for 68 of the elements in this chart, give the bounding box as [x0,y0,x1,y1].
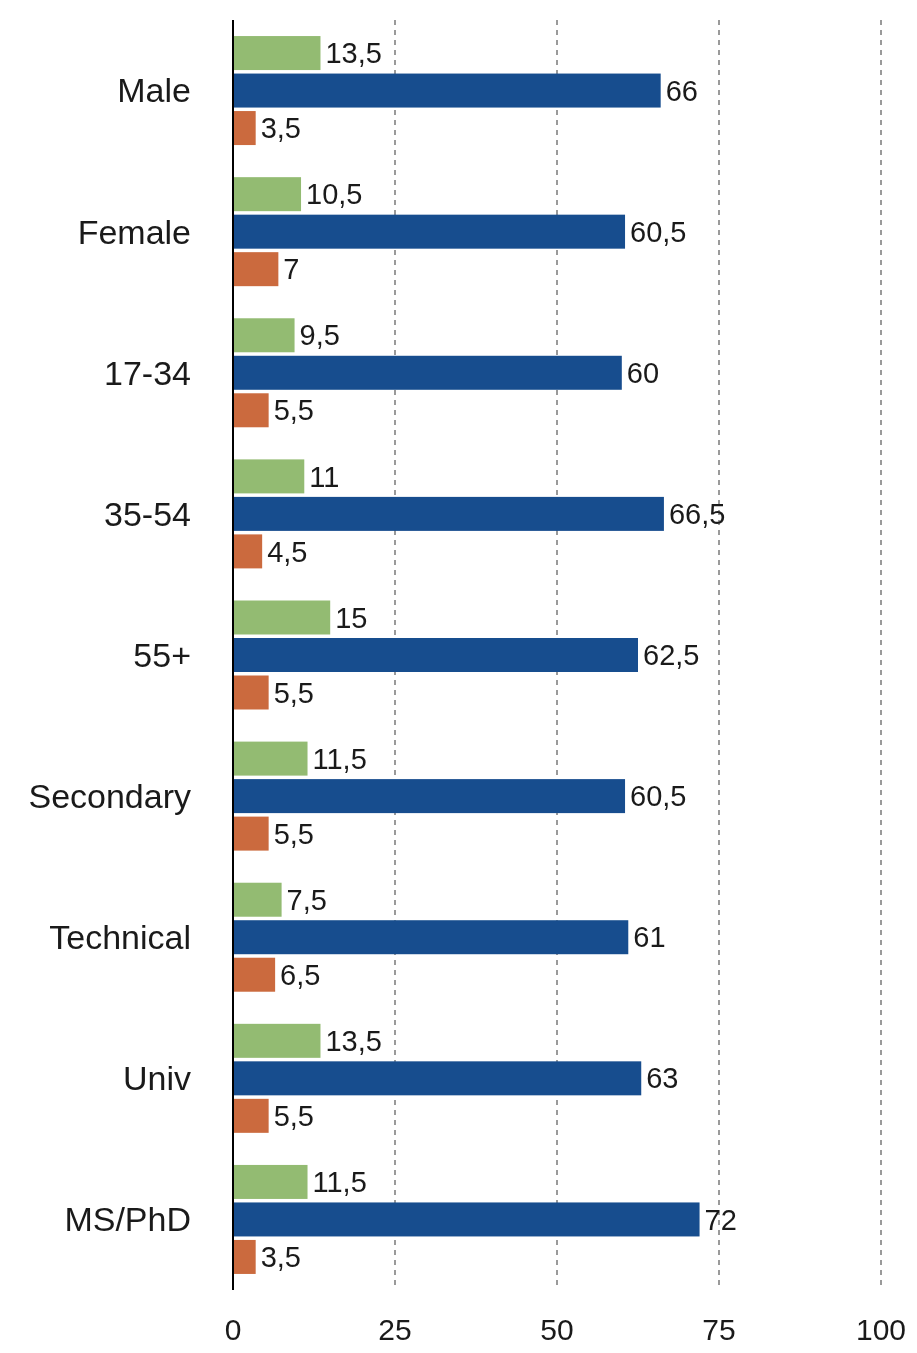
data-label: 3,5 [260,112,302,145]
data-label: 15 [335,601,368,634]
data-label: 66 [665,74,698,107]
bar [233,177,302,212]
y-tick-label: Technical [49,918,191,957]
bar [233,496,664,531]
bar [233,252,279,287]
x-tick-label: 25 [378,1313,412,1346]
y-tick-label: MS/PhD [64,1200,191,1239]
data-label: 4,5 [267,535,308,568]
data-label: 5,5 [273,817,314,850]
data-label: 13,5 [325,37,382,70]
bar [233,36,321,71]
bar [233,1023,321,1058]
bar [233,1202,700,1237]
y-tick-label: Female [77,212,191,251]
data-label: 5,5 [273,394,314,427]
x-tick-label: 100 [855,1313,907,1346]
bar [233,1239,256,1274]
bar [233,600,331,635]
bar [233,920,629,955]
data-label: 11,5 [312,742,367,775]
x-tick-label: 0 [224,1313,242,1346]
data-label: 61 [633,921,666,954]
data-label: 62,5 [643,639,700,672]
bar [233,741,308,776]
bar [233,882,282,917]
data-label: 6,5 [280,958,321,991]
data-label: 13,5 [325,1024,382,1057]
y-tick-label: 35-54 [104,494,191,533]
bar [233,1098,269,1133]
x-tick-label: 75 [702,1313,736,1346]
y-tick-label: Male [117,71,191,110]
bar [233,459,305,494]
bar [233,816,269,851]
data-label: 3,5 [260,1241,302,1274]
data-label: 5,5 [273,676,314,709]
data-label: 11 [309,460,340,493]
y-tick-label: Univ [122,1059,191,1098]
y-tick-label: 17-34 [104,353,191,392]
y-tick-label: 55+ [133,635,191,674]
data-label: 7 [283,253,300,286]
y-tick-label: Secondary [28,777,191,816]
data-label: 11,5 [312,1166,367,1199]
data-label: 72 [704,1203,737,1236]
bar [233,638,638,672]
data-label: 9,5 [299,319,340,352]
data-label: 7,5 [286,883,327,916]
data-label: 66,5 [668,498,726,531]
bar [233,534,263,569]
data-label: 10,5 [306,178,363,211]
bar [233,214,626,249]
bar [233,957,276,992]
bar [233,318,295,353]
data-label: 60 [626,356,660,389]
data-label: 60,5 [630,215,687,248]
bar [233,675,269,710]
data-label: 63 [646,1062,679,1095]
bar [233,73,661,108]
bar [233,779,626,814]
bar [233,1164,308,1199]
data-label: 5,5 [273,1099,314,1132]
bar [233,1061,642,1096]
bar [233,355,622,390]
bar [233,393,269,428]
x-tick-label: 50 [540,1313,574,1346]
bar [233,111,256,146]
data-label: 60,5 [630,780,687,813]
